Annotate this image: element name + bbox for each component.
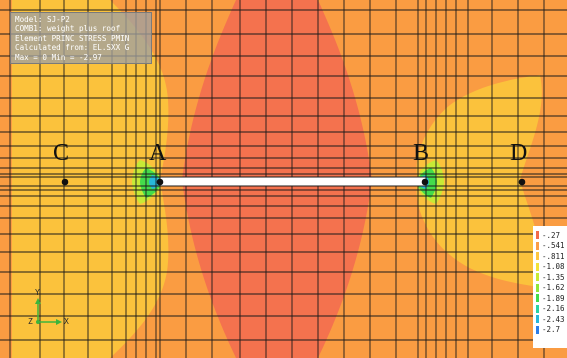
legend-swatch xyxy=(536,231,539,240)
node-a[interactable] xyxy=(156,178,164,186)
axis-arrows-icon xyxy=(35,298,62,325)
axis-label-z: Z xyxy=(28,317,33,326)
legend-entry: -1.35 xyxy=(533,272,567,283)
point-label-b: B xyxy=(413,140,430,166)
axis-label-x: X xyxy=(64,317,69,326)
legend-entry: -.541 xyxy=(533,241,567,252)
legend-value: -2.43 xyxy=(542,314,565,324)
left-stress-zone xyxy=(12,0,169,358)
legend-value: -1.89 xyxy=(542,293,565,303)
legend-value: -1.08 xyxy=(542,262,565,272)
info-line: Model: SJ-P2 xyxy=(15,15,70,24)
info-line: COMB1: weight plus roof xyxy=(15,24,121,34)
concentration-a-inner xyxy=(149,175,160,189)
legend-entry: -.811 xyxy=(533,251,567,262)
legend-swatch xyxy=(536,262,539,271)
legend-value: -2.16 xyxy=(542,304,565,314)
legend-swatch xyxy=(536,315,539,324)
legend-swatch xyxy=(536,273,539,282)
legend-entry: -1.62 xyxy=(533,283,567,294)
axis-triad-icon: Y Z X xyxy=(26,288,76,332)
contour-legend: -.27 -.541 -.811 -1.08 -1.35 -1.62 -1.89… xyxy=(533,226,567,348)
legend-swatch xyxy=(536,294,539,303)
node-d[interactable] xyxy=(518,178,526,186)
legend-swatch xyxy=(536,283,539,292)
node-c[interactable] xyxy=(61,178,69,186)
legend-entry: -2.43 xyxy=(533,314,567,325)
legend-value: -1.35 xyxy=(542,272,565,282)
info-line: Calculated from: EL.SXX G xyxy=(15,43,130,53)
legend-entry: -1.89 xyxy=(533,293,567,304)
axis-label-y: Y xyxy=(35,288,40,297)
legend-entry: -2.16 xyxy=(533,304,567,315)
legend-swatch xyxy=(536,304,539,313)
point-label-a: A xyxy=(149,140,167,166)
legend-value: -1.62 xyxy=(542,283,565,293)
info-line: Element PRINC STRESS PMIN xyxy=(15,33,130,43)
legend-entry: -.27 xyxy=(533,230,567,241)
legend-swatch xyxy=(536,241,539,250)
legend-entry: -1.08 xyxy=(533,262,567,273)
point-label-d: D xyxy=(510,140,528,166)
info-line: Max = 0 Min = -2.97 xyxy=(15,52,102,62)
legend-entry: -2.7 xyxy=(533,325,567,336)
legend-value: -.541 xyxy=(542,241,565,251)
legend-swatch xyxy=(536,252,539,261)
opening-slot xyxy=(159,176,427,187)
legend-swatch xyxy=(536,325,539,334)
node-b[interactable] xyxy=(421,178,429,186)
legend-value: -.811 xyxy=(542,251,565,261)
point-label-c: C xyxy=(53,140,70,166)
legend-value: -2.7 xyxy=(542,325,561,335)
model-info-box: Model: SJ-P2 COMB1: weight plus roof Ele… xyxy=(10,12,152,64)
legend-value: -.27 xyxy=(542,230,561,240)
